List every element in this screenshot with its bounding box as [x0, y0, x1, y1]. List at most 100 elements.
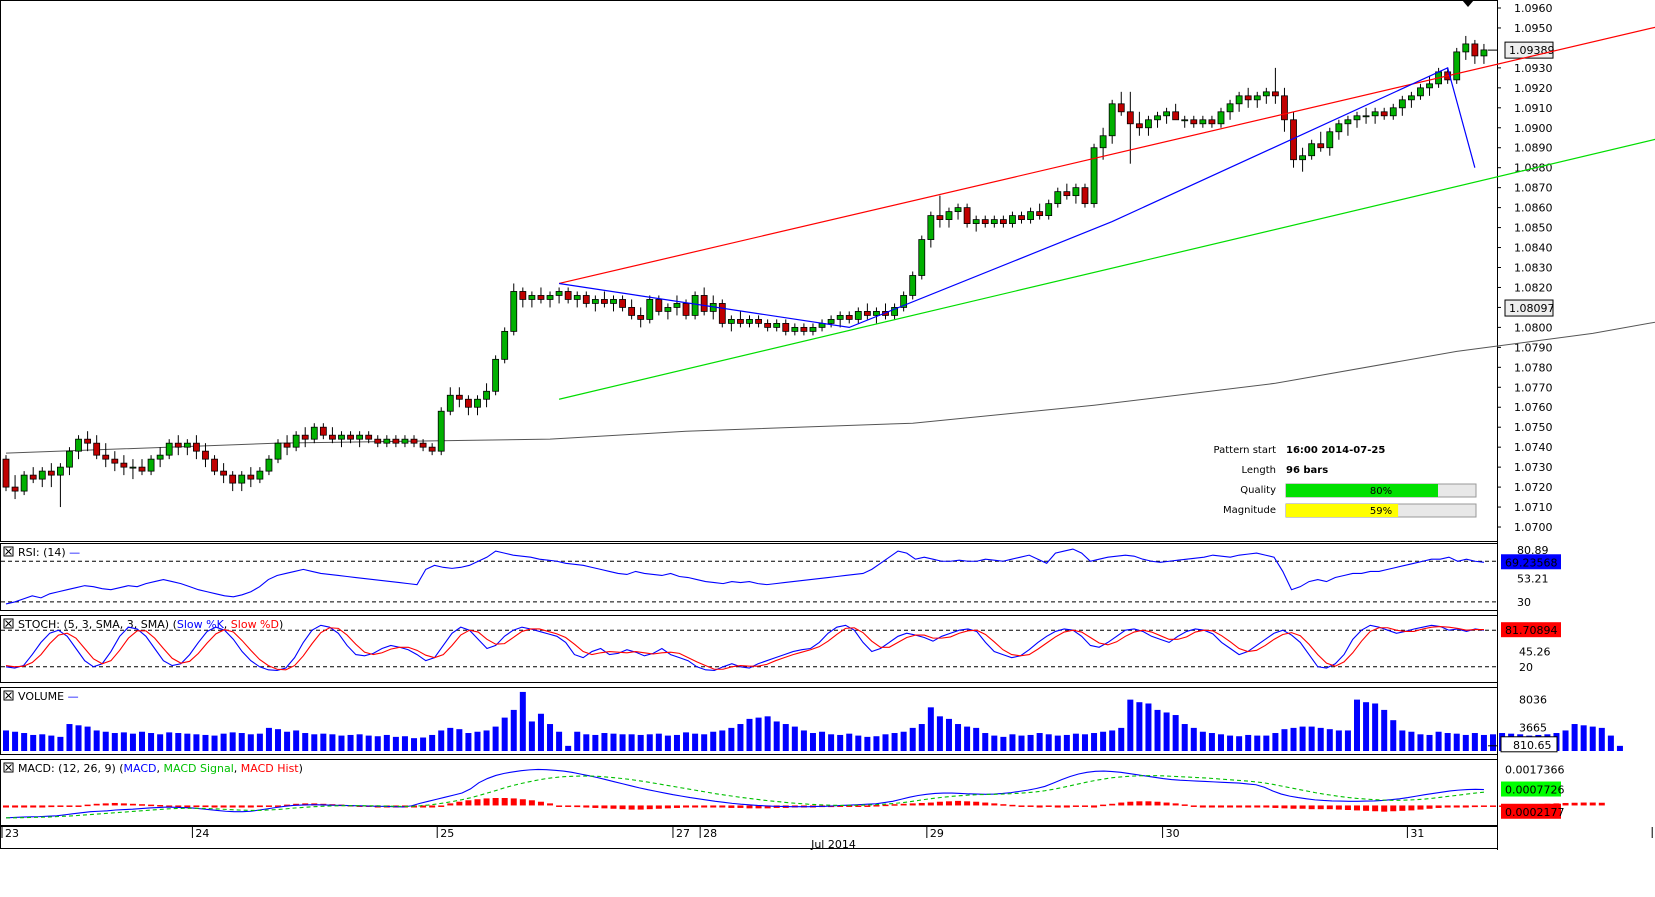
candle-body — [165, 442, 173, 456]
price-tick-label: 1.0930 — [1514, 62, 1553, 75]
volume-bar — [12, 731, 19, 751]
candle-body — [1426, 83, 1433, 89]
candle — [310, 423, 318, 444]
candle-body — [1009, 215, 1016, 224]
macd-hist-bar — [1036, 805, 1043, 808]
candle-body — [347, 434, 354, 440]
macd-hist-bar — [1263, 805, 1270, 808]
macd-hist-bar — [447, 803, 454, 806]
candle — [1244, 87, 1252, 108]
macd-hist-bar — [692, 805, 699, 808]
candle — [1163, 107, 1170, 124]
volume-bar — [111, 733, 118, 751]
candle-body — [120, 462, 128, 468]
candle — [1453, 47, 1461, 84]
macd-hist-bar — [1145, 801, 1152, 806]
volume-bar — [855, 735, 862, 751]
time-tick-label: 31 — [1410, 827, 1424, 840]
macd-hist-bar — [900, 803, 907, 806]
candle — [265, 455, 273, 476]
candle — [573, 291, 581, 308]
macd-hist-bar — [1009, 804, 1016, 807]
support-line — [558, 138, 1655, 400]
macd-hist-bar — [936, 801, 943, 806]
volume-bar — [392, 736, 399, 751]
candle-body — [782, 323, 790, 332]
candle — [528, 291, 536, 308]
macd-tick-label: 0.0017366 — [1505, 764, 1565, 777]
candle — [1045, 199, 1053, 220]
candle-body — [918, 239, 926, 276]
candle-body — [945, 211, 953, 220]
candle — [1009, 211, 1016, 228]
volume-bar — [438, 730, 445, 751]
candle-body — [827, 319, 835, 324]
candle-body — [1117, 103, 1125, 113]
macd-hist-current-label: 0.0002177 — [1505, 806, 1565, 819]
candle — [1081, 183, 1089, 208]
volume-bar — [275, 729, 282, 751]
candle-body — [238, 474, 246, 484]
volume-bar — [420, 737, 427, 751]
candle — [737, 311, 744, 328]
candle-body — [1027, 211, 1034, 220]
price-tick-label: 1.0890 — [1514, 142, 1553, 155]
volume-bar — [93, 730, 100, 751]
candle-body — [727, 319, 735, 324]
candle-body — [1271, 91, 1279, 97]
candle-body — [174, 442, 182, 448]
quality-label: Quality — [1240, 485, 1276, 496]
volume-bar — [1190, 727, 1197, 751]
volume-bar — [710, 731, 717, 751]
macd-hist-bar — [1027, 805, 1034, 807]
candle — [546, 291, 554, 308]
candle — [718, 299, 726, 328]
candle-body — [283, 442, 291, 448]
candle-body — [863, 311, 871, 316]
volume-tick-label: 8036 — [1519, 693, 1547, 706]
price-tick-label: 1.0730 — [1514, 461, 1553, 474]
candle-body — [392, 438, 400, 444]
candle — [356, 431, 364, 448]
candle — [909, 271, 917, 300]
macd-hist-bar — [519, 799, 526, 806]
candle-body — [1154, 115, 1161, 121]
pattern-overlay — [558, 26, 1655, 400]
candle-body — [11, 486, 19, 492]
candle — [1190, 115, 1198, 128]
scroll-arrow-icon[interactable] — [1462, 0, 1474, 7]
volume-bar — [982, 733, 989, 751]
volume-bar — [447, 727, 454, 751]
candle — [1217, 107, 1225, 128]
candle-body — [990, 219, 998, 224]
length-value: 96 bars — [1286, 465, 1328, 476]
candle-body — [20, 474, 28, 492]
candle — [1353, 111, 1361, 128]
candle-body — [999, 219, 1007, 224]
volume-bar — [229, 732, 236, 751]
candle — [238, 471, 246, 492]
candle-body — [1063, 191, 1071, 197]
volume-bar — [1299, 726, 1306, 751]
volume-bar — [1444, 733, 1451, 751]
candle — [1154, 111, 1161, 128]
candle-body — [1145, 119, 1152, 129]
macd-hist-bar — [30, 805, 37, 808]
candle — [755, 315, 762, 328]
candle — [555, 287, 563, 304]
volume-bar — [193, 734, 200, 751]
candle — [1090, 143, 1098, 208]
rsi-tick-label: 53.21 — [1517, 572, 1549, 585]
candle-body — [1181, 119, 1189, 122]
candle — [836, 311, 844, 328]
candle — [1208, 115, 1216, 128]
candle-body — [483, 390, 490, 400]
candle — [211, 455, 218, 476]
macd-hist-bar — [1299, 805, 1306, 809]
volume-bar — [1036, 733, 1043, 751]
volume-bar — [683, 732, 690, 751]
candle — [1108, 99, 1116, 144]
candle — [673, 295, 681, 316]
volume-bar — [238, 733, 245, 751]
candle — [1199, 115, 1207, 128]
